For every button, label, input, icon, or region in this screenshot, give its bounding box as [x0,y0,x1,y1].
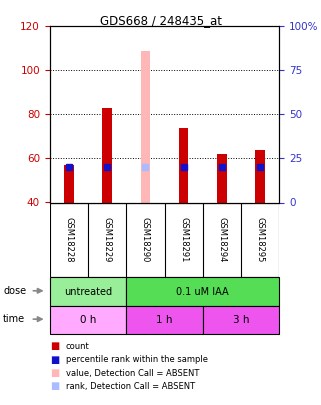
Bar [126,277,279,306]
Bar [203,306,279,334]
Text: untreated: untreated [64,287,112,296]
Bar [50,306,126,334]
Bar [256,149,265,202]
Text: percentile rank within the sample: percentile rank within the sample [66,355,208,364]
Text: GSM18228: GSM18228 [65,217,74,263]
Text: GSM18295: GSM18295 [256,217,265,263]
Text: GSM18229: GSM18229 [103,217,112,263]
Text: ■: ■ [50,368,59,378]
Text: GDS668 / 248435_at: GDS668 / 248435_at [100,14,221,27]
Text: GSM18291: GSM18291 [179,217,188,263]
Bar [50,277,126,306]
Text: value, Detection Call = ABSENT: value, Detection Call = ABSENT [66,369,199,377]
Bar [217,154,227,202]
Text: GSM18294: GSM18294 [217,217,226,263]
Bar [179,128,188,202]
Bar [102,108,112,202]
Text: ■: ■ [50,341,59,351]
Text: ■: ■ [50,382,59,391]
Text: 1 h: 1 h [156,315,173,325]
Text: dose: dose [3,286,26,296]
Text: time: time [3,314,25,324]
Text: 0.1 uM IAA: 0.1 uM IAA [177,287,229,296]
Bar [126,306,203,334]
Text: GSM18290: GSM18290 [141,217,150,263]
Text: ■: ■ [50,355,59,364]
Bar [64,165,74,202]
Text: count: count [66,342,90,351]
Bar [141,51,150,202]
Text: rank, Detection Call = ABSENT: rank, Detection Call = ABSENT [66,382,195,391]
Text: 0 h: 0 h [80,315,96,325]
Text: 3 h: 3 h [233,315,249,325]
